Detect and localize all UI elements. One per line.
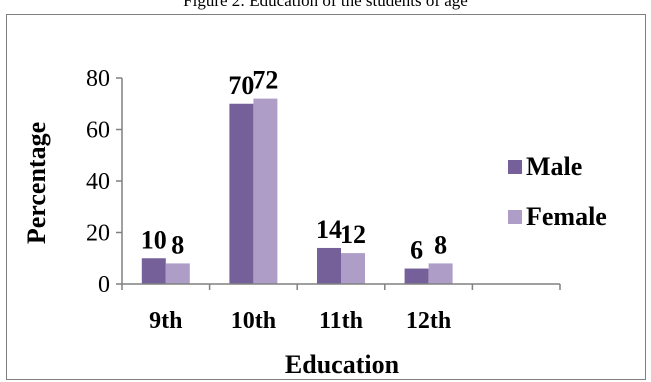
bar-male-12th (404, 268, 429, 284)
legend-label-female: Female (526, 202, 607, 231)
bar-female-11th (341, 253, 365, 284)
bar-female-10th (253, 98, 278, 284)
bar-male-10th (229, 103, 254, 284)
y-axis-ticks: 0 20 40 60 80 (86, 66, 122, 298)
data-label-male-10th: 70 (228, 71, 254, 100)
data-label-male-12th: 6 (410, 236, 423, 265)
bar-female-9th (165, 263, 190, 284)
y-tick-label: 20 (86, 221, 110, 247)
y-tick-label: 0 (98, 272, 110, 298)
bar-male-11th (317, 247, 341, 284)
data-label-male-11th: 14 (316, 215, 342, 244)
legend: Male Female (508, 152, 607, 231)
data-label-male-9th: 10 (141, 225, 167, 254)
data-label-female-12th: 8 (434, 230, 447, 259)
bar-female-12th (428, 263, 453, 284)
data-label-female-9th: 8 (171, 230, 184, 259)
x-axis-ticks (121, 284, 561, 290)
legend-swatch-female (508, 210, 522, 224)
y-tick-label: 80 (86, 66, 110, 92)
category-label-12th: 12th (406, 308, 451, 334)
y-tick-label: 60 (86, 118, 110, 144)
legend-swatch-male (508, 160, 522, 174)
x-axis-title: Education (285, 350, 400, 379)
category-labels: 9th 10th 11th 12th (149, 308, 451, 334)
category-label-10th: 10th (231, 308, 276, 334)
figure-caption: Figure 2: Education of the students of a… (183, 0, 468, 10)
data-label-female-11th: 12 (340, 220, 366, 249)
y-axis-title: Percentage (22, 122, 51, 244)
legend-label-male: Male (526, 152, 582, 181)
category-label-11th: 11th (319, 308, 363, 334)
bars (141, 98, 453, 284)
y-tick-label: 40 (86, 169, 110, 195)
category-label-9th: 9th (149, 308, 182, 334)
chart-frame (6, 14, 646, 380)
data-label-female-10th: 72 (252, 66, 278, 95)
bar-male-9th (141, 258, 166, 284)
